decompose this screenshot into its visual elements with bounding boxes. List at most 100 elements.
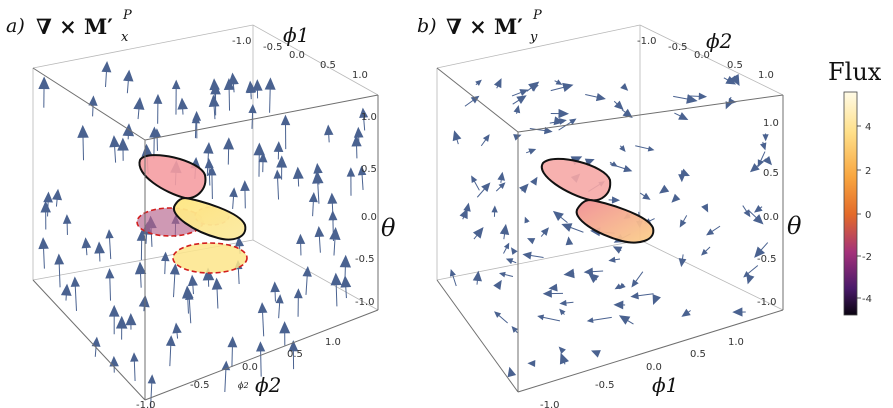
panel-b-box-back (436, 24, 784, 311)
field-arrow-head (505, 258, 514, 265)
field-arrow-head (133, 97, 145, 110)
field-arrow-head (528, 148, 537, 155)
field-arrow-head (732, 307, 743, 317)
panel-b-vector-field (449, 73, 772, 378)
field-arrow-head (105, 268, 115, 279)
colorbar-ticks: 4 2 0 -2 -4 (857, 122, 872, 305)
field-arrow-head (223, 78, 235, 91)
field-arrow-head (559, 352, 570, 365)
panel-a-axis-bottom-small-label: ϕ2 (238, 381, 249, 390)
field-arrow-head (527, 360, 536, 368)
field-arrow-head (706, 228, 715, 236)
field-arrow-head (208, 94, 220, 107)
tick: -1.0 (757, 297, 777, 308)
field-arrow-shaft (590, 316, 612, 322)
field-arrow-head (743, 209, 751, 218)
field-arrow-head (223, 137, 235, 150)
tick: 0.0 (242, 362, 258, 373)
field-arrow-head (353, 126, 364, 138)
tick: -1.0 (355, 297, 375, 308)
field-arrow-head (749, 163, 760, 173)
field-arrow-head (513, 105, 521, 114)
field-arrow-head (763, 155, 772, 166)
panel-a-subscript: x (121, 30, 129, 45)
field-arrow-head (314, 225, 325, 238)
panel-b-box-front (436, 67, 784, 393)
field-arrow-head (88, 95, 98, 106)
colorbar-tick: 4 (865, 122, 871, 133)
field-arrow-head (743, 271, 751, 278)
field-arrow-head (754, 204, 763, 213)
field-arrow-head (40, 200, 51, 213)
field-arrow-head (130, 352, 139, 362)
colorbar-tick: -2 (862, 252, 872, 263)
tick: -0.5 (263, 42, 283, 53)
panel-a-axis-bottom-ticks: -1.0 -0.5 0.0 0.5 1.0 (136, 337, 341, 408)
panel-b: b) ∇ × M′ y P -1.0 -0.5 0.0 0.5 1.0 ϕ2 1… (417, 8, 802, 408)
field-arrow-head (503, 242, 510, 250)
field-arrow-shaft (540, 316, 561, 322)
field-arrow-head (542, 289, 552, 298)
tick: -0.5 (757, 254, 777, 265)
field-arrow-head (187, 274, 198, 287)
field-arrow-head (160, 251, 170, 262)
field-arrow-head (138, 294, 150, 308)
field-arrow-head (513, 134, 522, 141)
field-arrow-head (586, 317, 594, 324)
field-arrow-head (681, 308, 691, 317)
field-arrow-shaft (224, 366, 227, 392)
field-arrow-head (493, 78, 502, 89)
field-arrow-head (279, 321, 291, 334)
field-arrow-head (757, 159, 764, 168)
field-arrow-head (449, 268, 456, 277)
field-arrow-shaft (58, 260, 61, 288)
field-arrow-head (125, 313, 137, 326)
field-arrow-head (524, 216, 530, 224)
field-arrow-head (608, 256, 616, 263)
tick: 1.0 (361, 112, 377, 123)
field-arrow-head (678, 258, 687, 268)
field-arrow-shaft (188, 295, 192, 324)
field-arrow-head (618, 315, 631, 325)
field-arrow-head (340, 275, 352, 288)
tick: 1.0 (758, 70, 774, 81)
field-arrow-head (202, 267, 215, 281)
field-arrow-head (192, 110, 202, 121)
tick: 0.0 (646, 362, 662, 373)
field-arrow-shaft (109, 274, 112, 301)
field-arrow-head (101, 61, 112, 73)
field-arrow-head (614, 100, 624, 111)
field-arrow-head (510, 247, 518, 255)
colorbar: Flux 4 2 0 -2 -4 (828, 58, 882, 316)
field-arrow-head (611, 196, 621, 204)
field-arrow-head (123, 69, 134, 82)
tick: 1.0 (352, 70, 368, 81)
field-arrow-head (70, 276, 80, 287)
field-arrow-head (293, 288, 303, 299)
tick: 0.0 (763, 212, 779, 223)
field-arrow-head (177, 97, 188, 110)
field-arrow-head (471, 175, 478, 184)
field-arrow-head (181, 285, 194, 299)
field-arrow-shaft (260, 347, 262, 377)
tick: 1.0 (728, 337, 744, 348)
field-arrow-head (565, 236, 574, 246)
field-arrow-head (330, 272, 342, 286)
field-arrow-head (511, 325, 519, 333)
field-arrow-head (210, 82, 221, 95)
field-arrow-head (109, 355, 119, 367)
field-arrow-head (258, 152, 268, 163)
field-arrow-head (552, 210, 564, 222)
panel-a-box-back (32, 24, 379, 311)
colorbar-title: Flux (828, 58, 882, 86)
panel-b-subscript: y (529, 30, 538, 45)
field-arrow-head (312, 170, 324, 184)
field-arrow-head (169, 263, 180, 275)
field-arrow-head (275, 294, 284, 304)
field-arrow-head (240, 180, 250, 191)
field-arrow-head (678, 174, 686, 183)
field-arrow-head (630, 292, 639, 300)
field-arrow-head (77, 124, 89, 138)
field-arrow-head (313, 162, 323, 174)
